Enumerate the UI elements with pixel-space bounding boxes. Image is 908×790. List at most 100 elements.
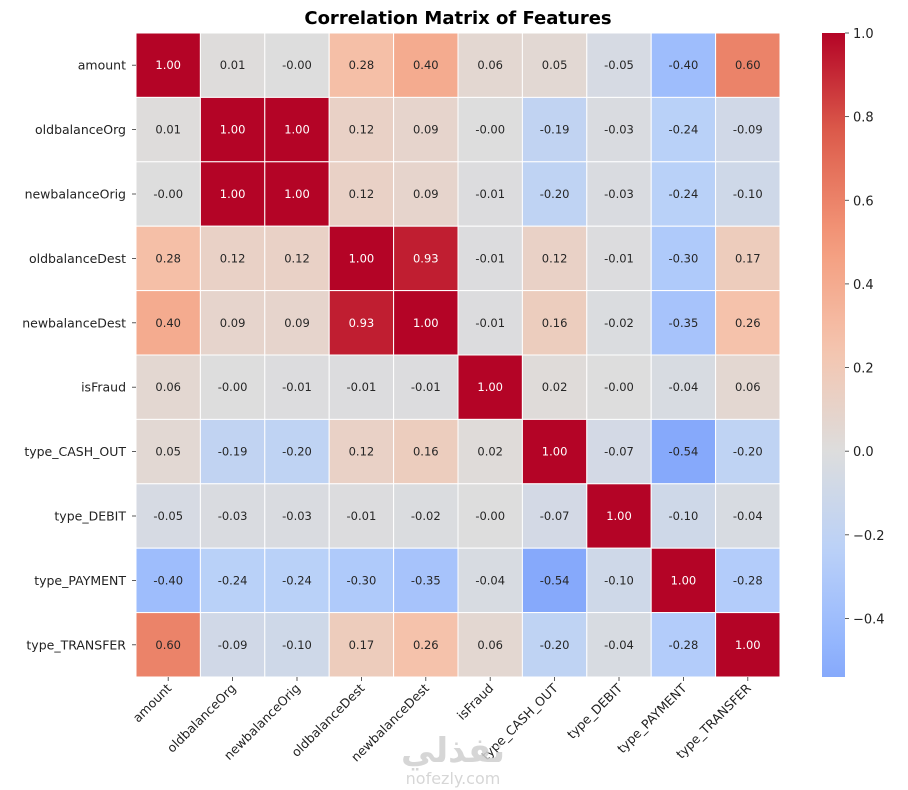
heatmap-cell: [521, 547, 588, 614]
heatmap-cell: [135, 612, 201, 678]
cell-value-label: -0.35: [669, 316, 699, 330]
y-axis-tick-label: type_DEBIT: [54, 509, 126, 524]
y-axis-tick-label: isFraud: [81, 380, 126, 395]
cell-value-label: -0.24: [669, 123, 699, 137]
heatmap-cell: [199, 612, 266, 678]
cell-value-label: -0.28: [669, 638, 699, 652]
heatmap-cell: [521, 290, 588, 356]
cell-value-label: -0.24: [282, 573, 312, 587]
heatmap-cell: [586, 290, 652, 356]
cell-value-label: 1.00: [349, 251, 375, 265]
cell-value-label: -0.03: [604, 187, 634, 201]
colorbar-tick-label: 1.0: [853, 27, 874, 42]
cell-value-label: -0.20: [540, 638, 570, 652]
heatmap-cell: [650, 290, 717, 356]
cell-value-label: -0.20: [282, 445, 312, 459]
cell-value-label: -0.30: [347, 573, 377, 587]
cell-value-label: -0.28: [733, 573, 763, 587]
cell-value-label: 1.00: [671, 573, 697, 587]
cell-value-label: 0.02: [542, 380, 568, 394]
x-axis-tick-label: isFraud: [454, 681, 496, 723]
heatmap-cell: [715, 547, 781, 614]
cell-value-label: 0.40: [413, 58, 439, 72]
cell-value-label: -0.01: [347, 380, 377, 394]
cell-value-label: -0.10: [282, 638, 312, 652]
colorbar-tick-label: −0.4: [853, 612, 885, 627]
cell-value-label: 0.05: [542, 58, 568, 72]
heatmap-cell: [650, 161, 717, 227]
watermark-url-text: nofezly.com: [406, 769, 501, 788]
heatmap-cell: [135, 32, 201, 98]
cell-value-label: 0.16: [413, 445, 439, 459]
heatmap-cell: [199, 32, 266, 98]
heatmap-cell: [457, 96, 523, 163]
colorbar-ticks: 1.0 0.8 0.6 0.4 0.2 0.0 −0.2 −0.4: [845, 27, 885, 627]
heatmap-cell: [715, 612, 781, 678]
cell-value-label: -0.00: [153, 187, 183, 201]
cell-value-label: 0.16: [542, 316, 568, 330]
cell-value-label: -0.01: [411, 380, 441, 394]
heatmap-cell: [650, 483, 717, 549]
cell-value-label: 0.06: [155, 380, 181, 394]
cell-value-label: 0.05: [155, 445, 181, 459]
heatmap-cell: [199, 547, 266, 614]
cell-value-label: 0.06: [477, 58, 503, 72]
heatmap-cell: [650, 225, 717, 292]
cell-value-label: 0.06: [477, 638, 503, 652]
cell-value-label: -0.01: [282, 380, 312, 394]
colorbar-tick-label: 0.4: [853, 278, 874, 293]
cell-value-label: 0.17: [735, 251, 761, 265]
heatmap-cell: [521, 161, 588, 227]
cell-value-label: 1.00: [735, 638, 761, 652]
cell-value-label: 0.40: [155, 316, 181, 330]
heatmap-cell: [328, 418, 395, 485]
cell-value-label: 0.09: [413, 187, 439, 201]
heatmap-cell: [457, 483, 523, 549]
cell-value-label: -0.03: [282, 509, 312, 523]
cell-value-label: -0.20: [540, 187, 570, 201]
cell-value-label: -0.10: [669, 509, 699, 523]
cell-value-label: 0.12: [542, 251, 568, 265]
heatmap-cell: [457, 354, 523, 420]
cell-value-label: -0.02: [411, 509, 441, 523]
colorbar-tick-label: 0.8: [853, 111, 874, 126]
cell-value-label: -0.00: [475, 123, 505, 137]
heatmap-cell: [135, 161, 201, 227]
cell-value-label: -0.01: [475, 316, 505, 330]
heatmap-cell: [586, 32, 652, 98]
heatmap-cell: [521, 225, 588, 292]
heatmap-cell: [264, 32, 330, 98]
heatmap-cell: [328, 483, 395, 549]
heatmap-cell: [521, 612, 588, 678]
cell-value-label: 0.12: [349, 123, 375, 137]
heatmap-cell: [586, 612, 652, 678]
heatmap-cell: [521, 483, 588, 549]
cell-value-label: -0.54: [540, 573, 570, 587]
heatmap-cell: [586, 161, 652, 227]
cell-value-label: 0.28: [349, 58, 375, 72]
heatmap-cell: [457, 418, 523, 485]
heatmap-cell: [328, 547, 395, 614]
colorbar-tick-label: 0.2: [853, 362, 874, 377]
cell-value-label: 1.00: [413, 316, 439, 330]
heatmap-cell: [457, 612, 523, 678]
y-axis-tick-label: newbalanceOrig: [25, 187, 126, 202]
heatmap-cell: [650, 612, 717, 678]
cell-value-label: -0.04: [669, 380, 699, 394]
heatmap-cell: [715, 32, 781, 98]
heatmap-cell: [393, 290, 459, 356]
heatmap-cells: 1.00 0.01 -0.00 0.28 0.40 0.06 0.05 -0.05 -0.40 0…: [135, 32, 781, 678]
heatmap-cell: [393, 483, 459, 549]
cell-value-label: 0.12: [284, 251, 310, 265]
cell-value-label: 1.00: [220, 187, 246, 201]
cell-value-label: -0.03: [218, 509, 248, 523]
x-axis-tick-label: type_DEBIT: [564, 680, 625, 741]
cell-value-label: 1.00: [542, 445, 568, 459]
heatmap-cell: [264, 290, 330, 356]
cell-value-label: 1.00: [477, 380, 503, 394]
heatmap-cell: [328, 612, 395, 678]
heatmap-cell: [393, 547, 459, 614]
cell-value-label: 1.00: [284, 123, 310, 137]
y-axis-tick-label: type_PAYMENT: [34, 573, 126, 588]
